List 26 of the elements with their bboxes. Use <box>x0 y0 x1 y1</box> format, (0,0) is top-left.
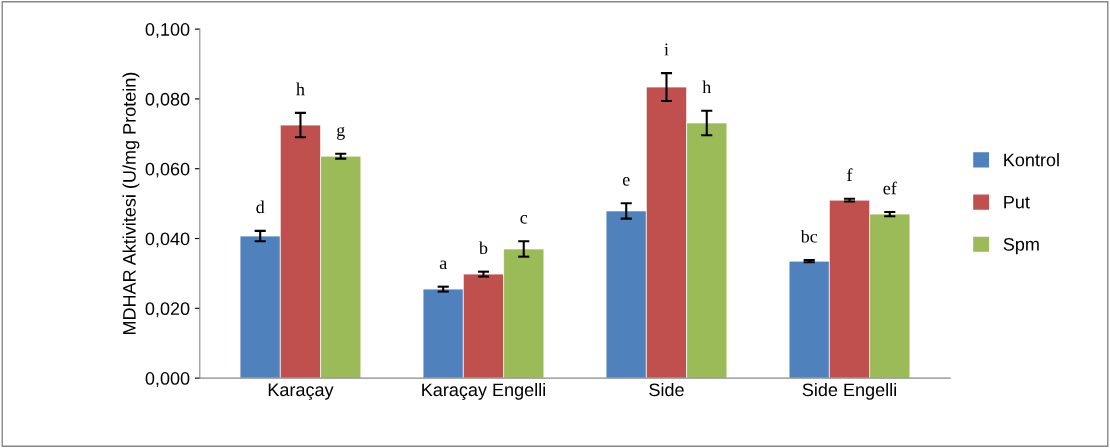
data-label: d <box>256 200 265 214</box>
data-label: ef <box>883 181 897 195</box>
y-tick-label: 0,100 <box>145 23 190 38</box>
data-label: i <box>664 43 669 56</box>
data-label: g <box>336 126 345 140</box>
data-label: h <box>702 80 712 94</box>
y-axis-title: MDHAR Aktivitesi (U/mg Protein) <box>122 72 140 335</box>
data-label: a <box>439 260 447 270</box>
legend-label: Spm <box>1003 237 1039 255</box>
data-label: e <box>622 177 630 186</box>
x-tick-label: Side Engelli <box>802 382 896 400</box>
legend-label: Put <box>1004 195 1030 209</box>
data-label: bc <box>800 229 818 243</box>
y-tick-label: 0,080 <box>145 92 190 108</box>
data-label: b <box>478 241 488 255</box>
y-tick-label: 0,020 <box>145 302 190 318</box>
y-tick-label: 0,040 <box>145 232 190 248</box>
data-label: f <box>847 168 853 181</box>
y-tick-label: 0,000 <box>145 372 190 387</box>
data-label: h <box>296 82 305 96</box>
x-tick-label: Karaçay Engelli <box>422 382 545 400</box>
legend-label: Kontrol <box>1004 153 1059 167</box>
x-tick-label: Karaçay <box>268 383 334 400</box>
x-tick-label: Side <box>649 382 684 397</box>
data-label: c <box>520 215 528 224</box>
y-tick-label: 0,060 <box>145 162 190 178</box>
